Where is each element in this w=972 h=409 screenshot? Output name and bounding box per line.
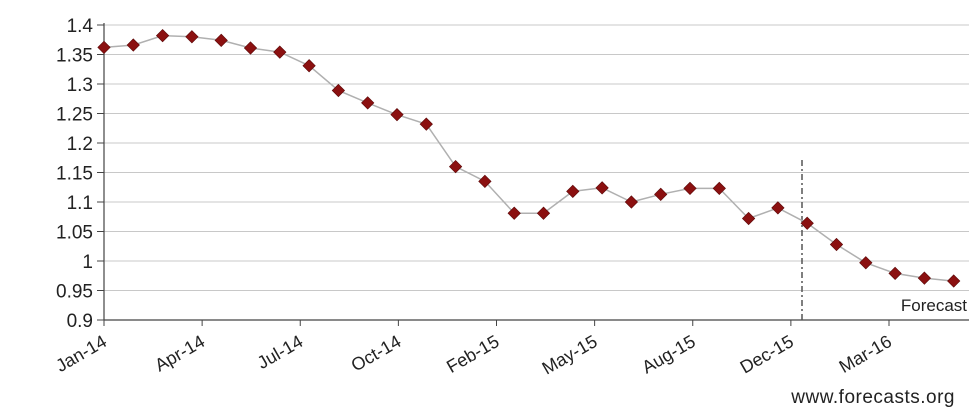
- x-tick-label: May-15: [539, 331, 601, 378]
- series-line: [103, 34, 954, 282]
- data-point-marker: [302, 59, 316, 73]
- y-tick-label: 1.35: [56, 46, 93, 67]
- x-tick-label: Dec-15: [737, 331, 797, 377]
- data-point-marker: [478, 174, 492, 188]
- data-point-marker: [243, 41, 258, 55]
- data-point-marker: [654, 187, 668, 201]
- x-tick-label: Aug-15: [638, 331, 698, 377]
- data-point-marker: [448, 159, 463, 174]
- forecast-label: Forecast: [901, 296, 967, 315]
- data-point-marker: [390, 108, 404, 122]
- series-line-path: [103, 34, 954, 282]
- data-point-marker: [536, 206, 551, 220]
- data-point-marker: [888, 266, 902, 281]
- data-point-marker: [829, 237, 844, 252]
- x-tick-label: Mar-16: [836, 331, 895, 377]
- y-tick-label: 1.4: [67, 16, 94, 37]
- x-tick-label: Feb-15: [443, 331, 502, 377]
- y-tick-label: 0.95: [56, 282, 93, 303]
- data-point-marker: [97, 40, 111, 55]
- y-tick-label: 1.15: [56, 164, 93, 185]
- y-tick-label: 0.9: [67, 311, 93, 332]
- x-tick-label: Jul-14: [254, 331, 306, 373]
- data-point-marker: [947, 274, 961, 288]
- series-markers: [97, 28, 961, 288]
- axes: [97, 23, 969, 326]
- y-tick-label: 1.1: [67, 193, 93, 214]
- x-tick-label: Jan-14: [52, 331, 110, 376]
- x-tick-label: Apr-14: [151, 331, 208, 375]
- source-label: www.forecasts.org: [790, 387, 955, 408]
- data-point-marker: [683, 181, 697, 196]
- y-tick-label: 1.3: [67, 75, 93, 96]
- data-point-marker: [712, 181, 726, 196]
- data-point-marker: [800, 216, 814, 230]
- data-point-marker: [155, 28, 170, 43]
- grid-lines: [104, 24, 969, 291]
- data-point-marker: [507, 206, 521, 220]
- y-tick-label: 1.2: [67, 134, 93, 155]
- y-tick-labels: 0.9 0.95 1 1.05 1.1 1.15 1.2 1.25 1.3 1.35 1.4: [56, 16, 93, 332]
- y-tick-label: 1: [82, 252, 93, 273]
- y-tick-label: 1.25: [56, 105, 93, 126]
- data-point-marker: [624, 195, 639, 209]
- data-point-marker: [331, 83, 346, 98]
- y-tick-label: 1.05: [56, 223, 93, 244]
- x-tick-labels: Jan-14 Apr-14 Jul-14 Oct-14 Feb-15 May-15 Aug-…: [52, 331, 895, 378]
- data-point-marker: [273, 45, 287, 59]
- data-point-marker: [917, 271, 932, 285]
- data-point-marker: [595, 181, 609, 195]
- data-point-marker: [741, 211, 756, 226]
- data-point-marker: [859, 256, 873, 270]
- data-point-marker: [214, 33, 228, 47]
- x-tick-label: Oct-14: [348, 331, 405, 375]
- data-point-marker: [566, 184, 580, 199]
- data-point-marker: [361, 96, 375, 110]
- data-point-marker: [771, 201, 785, 215]
- data-point-marker: [419, 117, 433, 131]
- data-point-marker: [126, 38, 140, 52]
- data-point-marker: [185, 30, 199, 44]
